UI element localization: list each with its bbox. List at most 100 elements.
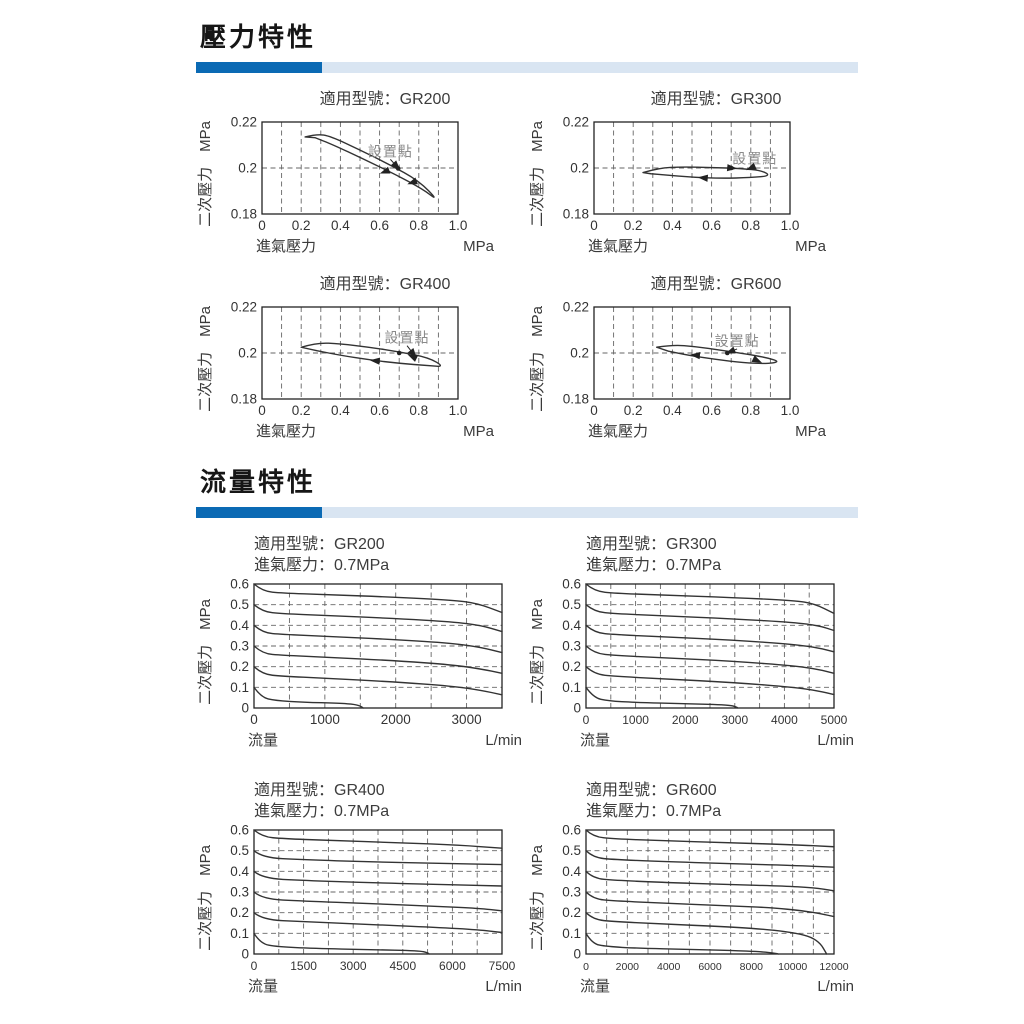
svg-text:0.2: 0.2 bbox=[238, 346, 257, 361]
svg-text:設置點: 設置點 bbox=[732, 150, 777, 166]
chart-title: 適用型號：GR400 bbox=[254, 782, 385, 800]
svg-text:1500: 1500 bbox=[290, 959, 317, 973]
flow-charts-grid: 適用型號：GR200 進氣壓力：0.7MPa 0 1000 2000 3000 0 0.1… bbox=[196, 534, 858, 1004]
svg-text:0: 0 bbox=[573, 701, 581, 716]
flow-chart-gr400-canvas: 0 1500 3000 4500 6000 7500 0 0.1 0.2 0.3 0.4 0.5 0.6… bbox=[197, 823, 522, 996]
svg-text:0.1: 0.1 bbox=[562, 926, 581, 941]
accent-bar-light-segment bbox=[322, 62, 858, 74]
svg-text:設置點: 設置點 bbox=[715, 333, 760, 349]
svg-text:0: 0 bbox=[583, 961, 589, 973]
flow-chart-gr600-canvas: 0 2000 4000 6000 8000 10000 12000 0 0.1 0.2 0.3 0.4… bbox=[529, 823, 854, 996]
svg-text:1.0: 1.0 bbox=[781, 218, 800, 233]
flow-chart-gr300-canvas: 0 1000 2000 3000 4000 5000 0 0.1 0.2 0.3 0.4 0.5 0.6… bbox=[529, 577, 854, 750]
svg-text:0.1: 0.1 bbox=[562, 680, 581, 695]
svg-text:0.18: 0.18 bbox=[231, 207, 257, 222]
svg-text:流量: 流量 bbox=[580, 732, 610, 749]
pressure-charts-grid: 適用型號：GR200 0 0.2 0.4 0.6 0.8 1.0 0.18 0.2 0.22 二次… bbox=[196, 89, 858, 445]
svg-text:2000: 2000 bbox=[672, 713, 699, 727]
chart-title: 適用型號：GR400 bbox=[319, 276, 451, 294]
section-title-pressure: 壓力特性 bbox=[200, 22, 317, 52]
svg-text:0.8: 0.8 bbox=[741, 403, 760, 418]
svg-text:1000: 1000 bbox=[622, 713, 649, 727]
svg-text:流量: 流量 bbox=[248, 732, 278, 749]
svg-text:0.4: 0.4 bbox=[663, 403, 682, 418]
svg-text:0.2: 0.2 bbox=[230, 660, 249, 675]
content-column: 壓力特性 適用型號：GR200 0 0.2 0.4 0.6 0.8 1.0 0.18 0.2 0… bbox=[196, 22, 858, 1004]
pressure-chart-gr400-canvas: 0 0.2 0.4 0.6 0.8 1.0 0.18 0.2 0.22 二次壓力 MPa 進氣壓力 M… bbox=[197, 300, 495, 441]
svg-text:0.3: 0.3 bbox=[562, 885, 581, 900]
chart-title: 適用型號：GR200 bbox=[319, 91, 451, 109]
svg-text:4000: 4000 bbox=[657, 961, 681, 973]
svg-text:3000: 3000 bbox=[340, 959, 367, 973]
svg-text:0.22: 0.22 bbox=[563, 115, 589, 130]
svg-text:0.3: 0.3 bbox=[230, 639, 249, 654]
svg-text:0.6: 0.6 bbox=[562, 577, 581, 592]
svg-text:MPa: MPa bbox=[463, 423, 495, 440]
chart-title: 適用型號：GR300 bbox=[586, 536, 717, 554]
svg-text:0.2: 0.2 bbox=[238, 161, 257, 176]
accent-bar-dark-segment bbox=[196, 507, 322, 519]
svg-text:進氣壓力: 進氣壓力 bbox=[256, 238, 316, 255]
pressure-chart-gr300: 適用型號：GR300 0 0.2 0.4 0.6 0.8 1.0 0.18 0.2 0.22 二次… bbox=[528, 89, 858, 260]
svg-text:進氣壓力: 進氣壓力 bbox=[588, 423, 648, 440]
svg-text:進氣壓力: 進氣壓力 bbox=[588, 238, 648, 255]
svg-text:3000: 3000 bbox=[721, 713, 748, 727]
chart-subtitle: 進氣壓力：0.7MPa bbox=[586, 803, 722, 821]
svg-text:0.2: 0.2 bbox=[570, 161, 589, 176]
svg-text:L/min: L/min bbox=[485, 978, 522, 995]
svg-text:MPa: MPa bbox=[795, 423, 827, 440]
accent-bar bbox=[196, 62, 858, 74]
svg-text:0: 0 bbox=[250, 712, 258, 727]
svg-text:0.2: 0.2 bbox=[562, 906, 581, 921]
svg-text:L/min: L/min bbox=[817, 978, 854, 995]
svg-text:0.6: 0.6 bbox=[230, 823, 249, 838]
svg-text:0.6: 0.6 bbox=[370, 218, 389, 233]
svg-text:0.2: 0.2 bbox=[624, 218, 643, 233]
svg-text:4000: 4000 bbox=[771, 713, 798, 727]
section-pressure: 壓力特性 適用型號：GR200 0 0.2 0.4 0.6 0.8 1.0 0.18 0.2 0… bbox=[196, 22, 858, 445]
flow-chart-gr400: 適用型號：GR400 進氣壓力：0.7MPa 0 1500 3000 4500 6000… bbox=[196, 780, 528, 1004]
svg-text:二次壓力 MPa: 二次壓力 MPa bbox=[529, 845, 546, 952]
accent-bar bbox=[196, 507, 858, 519]
svg-text:二次壓力 MPa: 二次壓力 MPa bbox=[197, 306, 214, 413]
svg-text:0.2: 0.2 bbox=[570, 346, 589, 361]
svg-text:1.0: 1.0 bbox=[781, 403, 800, 418]
svg-text:0: 0 bbox=[583, 713, 590, 727]
svg-text:0.5: 0.5 bbox=[562, 598, 581, 613]
svg-text:5000: 5000 bbox=[821, 713, 848, 727]
svg-text:7500: 7500 bbox=[489, 959, 516, 973]
svg-text:0.4: 0.4 bbox=[331, 403, 350, 418]
svg-text:二次壓力 MPa: 二次壓力 MPa bbox=[529, 599, 546, 706]
pressure-chart-gr300-canvas: 0 0.2 0.4 0.6 0.8 1.0 0.18 0.2 0.22 二次壓力 MPa 進氣壓力 M… bbox=[529, 115, 827, 256]
svg-text:二次壓力 MPa: 二次壓力 MPa bbox=[529, 306, 546, 413]
svg-text:12000: 12000 bbox=[819, 961, 848, 973]
svg-text:設置點: 設置點 bbox=[368, 144, 413, 160]
svg-text:流量: 流量 bbox=[248, 978, 278, 995]
svg-text:3000: 3000 bbox=[452, 712, 482, 727]
svg-text:6000: 6000 bbox=[698, 961, 722, 973]
svg-text:0.2: 0.2 bbox=[624, 403, 643, 418]
svg-text:10000: 10000 bbox=[778, 961, 807, 973]
svg-text:2000: 2000 bbox=[616, 961, 640, 973]
svg-text:0.6: 0.6 bbox=[702, 403, 721, 418]
svg-text:0.4: 0.4 bbox=[230, 864, 249, 879]
svg-text:0.4: 0.4 bbox=[562, 618, 581, 633]
chart-subtitle: 進氣壓力：0.7MPa bbox=[254, 557, 390, 575]
svg-text:0.6: 0.6 bbox=[370, 403, 389, 418]
chart-subtitle: 進氣壓力：0.7MPa bbox=[586, 557, 722, 575]
svg-text:8000: 8000 bbox=[740, 961, 764, 973]
svg-text:0.2: 0.2 bbox=[562, 660, 581, 675]
svg-text:0.22: 0.22 bbox=[231, 300, 257, 315]
flow-chart-gr600: 適用型號：GR600 進氣壓力：0.7MPa 0 2000 4000 6000 8000… bbox=[528, 780, 858, 1004]
svg-text:0: 0 bbox=[241, 701, 249, 716]
svg-text:0: 0 bbox=[258, 403, 266, 418]
svg-text:1.0: 1.0 bbox=[449, 218, 468, 233]
svg-text:0.5: 0.5 bbox=[562, 844, 581, 859]
svg-text:0: 0 bbox=[251, 959, 258, 973]
svg-text:0.4: 0.4 bbox=[562, 864, 581, 879]
svg-text:0.4: 0.4 bbox=[331, 218, 350, 233]
svg-text:0.2: 0.2 bbox=[292, 403, 311, 418]
svg-text:0: 0 bbox=[590, 403, 598, 418]
chart-title: 適用型號：GR200 bbox=[254, 536, 385, 554]
